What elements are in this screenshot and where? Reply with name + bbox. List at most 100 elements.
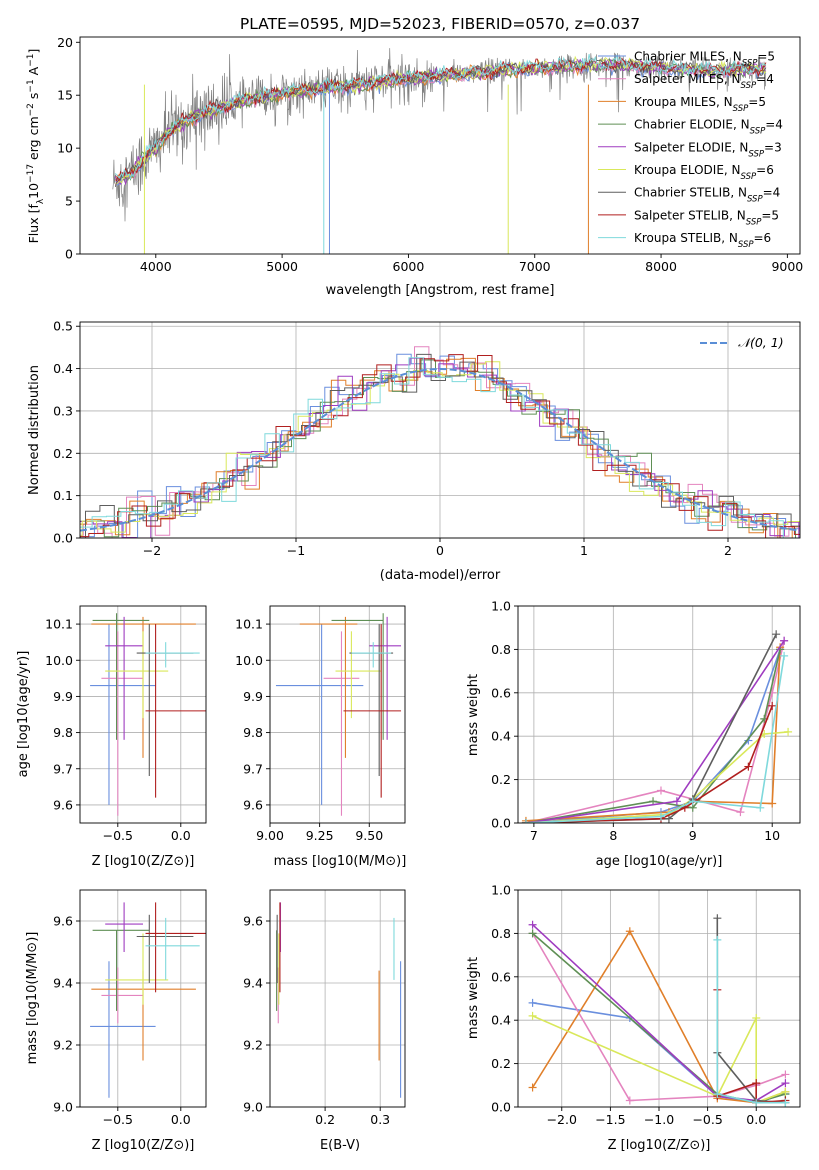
- x-tick-label: −0.5: [103, 1112, 133, 1127]
- figure-title: PLATE=0595, MJD=52023, FIBERID=0570, z=0…: [240, 15, 640, 33]
- y-tick-label: 0.2: [491, 1056, 511, 1071]
- y-tick-label: 0.2: [53, 446, 73, 461]
- axis-ylabel: mass [log10(M/M⊙)]: [25, 932, 40, 1065]
- histogram-step: [80, 357, 800, 538]
- y-tick-label: 1.0: [491, 883, 511, 898]
- mass-weight-marker: [713, 935, 722, 944]
- y-tick-label: 9.9: [53, 689, 73, 704]
- x-tick-label: 6000: [393, 259, 425, 274]
- x-tick-label: 5000: [266, 259, 298, 274]
- y-tick-label: 10: [57, 141, 73, 156]
- mass-weight-Z-xlabel: Z [log10(Z/Z⊙)]: [608, 1138, 711, 1153]
- x-tick-label: −0.5: [692, 1112, 722, 1127]
- age-vs-mass-plot-area: [275, 613, 402, 816]
- x-tick-label: 0.0: [746, 1112, 766, 1127]
- mass-weight-line: [525, 655, 785, 823]
- legend-entry: Kroupa MILES, NSSP=5: [634, 95, 766, 114]
- y-tick-label: 9.0: [53, 1100, 73, 1115]
- legend-entry: Salpeter ELODIE, NSSP=3: [634, 140, 782, 159]
- mass-weight-marker: [781, 1079, 790, 1088]
- mass-vs-Z-plot-area: [90, 902, 206, 1098]
- x-tick-label: −0.5: [103, 828, 133, 843]
- y-tick-label: 0.3: [53, 403, 73, 418]
- y-tick-label: 0.6: [491, 969, 511, 984]
- x-tick-label: −1.0: [644, 1112, 674, 1127]
- legend-entry: Chabrier ELODIE, NSSP=4: [634, 118, 783, 137]
- x-tick-label: 0: [436, 543, 444, 558]
- spectrum-plot-area: [112, 48, 767, 254]
- y-tick-label: 0.4: [53, 361, 73, 376]
- gaussian-legend-label: 𝒩(0, 1): [738, 335, 784, 350]
- y-tick-label: 0.6: [491, 685, 511, 700]
- residual-histogram-plot-area: [80, 346, 800, 538]
- mass-weight-marker: [625, 927, 634, 936]
- y-tick-label: 0.2: [491, 772, 511, 787]
- mass-weight-marker: [736, 808, 745, 817]
- x-tick-label: 4000: [140, 259, 172, 274]
- mass-weight-marker: [656, 786, 665, 795]
- mass-weight-line: [716, 989, 786, 1104]
- y-tick-label: 10.1: [235, 617, 263, 632]
- histogram-step: [80, 361, 800, 537]
- legend-entry: Chabrier STELIB, NSSP=4: [634, 186, 780, 205]
- spectrum-xlabel: wavelength [Angstrom, rest frame]: [326, 283, 555, 298]
- mass-weight-marker: [713, 914, 722, 923]
- mass-weight-Z-ylabel: mass weight: [466, 957, 481, 1039]
- x-tick-label: 0.2: [315, 1112, 335, 1127]
- x-tick-label: 8: [609, 828, 617, 843]
- x-tick-label: 0.0: [171, 1112, 191, 1127]
- mass-weight-line: [525, 731, 789, 823]
- spectrum-ylabel: Flux [fλ10−17 erg cm−2 s−1 A−1]: [26, 49, 46, 244]
- mass-weight-marker: [656, 812, 665, 821]
- residual-histogram-axes: −2 −1 0 1 2 0.0 0.1 0.2 0.3 0.4 0.5 𝒩(0, 1) (data-mo…: [27, 319, 801, 583]
- y-tick-label: 0: [65, 247, 73, 262]
- y-tick-label: 0.8: [491, 642, 511, 657]
- x-tick-label: 2: [724, 543, 732, 558]
- age-vs-mass-frame: [269, 605, 406, 824]
- mass-weight-line: [716, 939, 786, 1104]
- y-tick-label: 9.9: [243, 689, 263, 704]
- y-tick-label: 9.8: [53, 725, 73, 740]
- mass-weight-age-ylabel: mass weight: [466, 674, 481, 756]
- mass-weight-marker: [780, 636, 789, 645]
- mass-weight-marker: [772, 630, 781, 639]
- y-tick-label: 9.6: [243, 914, 263, 929]
- y-tick-label: 0.0: [53, 531, 73, 546]
- mass-weight-marker: [672, 797, 681, 806]
- y-tick-label: 9.4: [53, 976, 73, 991]
- y-tick-label: 0.4: [491, 729, 511, 744]
- mass-weight-marker: [528, 1083, 537, 1092]
- y-tick-label: 9.7: [53, 761, 73, 776]
- y-tick-label: 9.2: [53, 1038, 73, 1053]
- mass-weight-line: [525, 647, 781, 822]
- legend-entry: Salpeter MILES, NSSP=4: [634, 72, 774, 91]
- y-tick-label: 1.0: [491, 599, 511, 614]
- y-tick-label: 0.4: [491, 1013, 511, 1028]
- spectrum-legend: Chabrier MILES, NSSP=5 Salpeter MILES, NS…: [598, 50, 783, 250]
- mass-weight-marker: [752, 1079, 761, 1088]
- y-tick-label: 9.6: [53, 797, 73, 812]
- mass-vs-Z-frame: [79, 889, 207, 1108]
- mass-weight-marker: [781, 1087, 790, 1096]
- mass-weight-marker: [744, 762, 753, 771]
- mass-weight-marker: [528, 1011, 537, 1020]
- mass-weight-marker: [528, 998, 537, 1007]
- y-tick-label: 9.6: [243, 797, 263, 812]
- x-tick-label: −1: [287, 543, 305, 558]
- x-tick-label: −2.0: [547, 1112, 577, 1127]
- y-tick-label: 9.0: [243, 1100, 263, 1115]
- y-tick-label: 20: [57, 35, 73, 50]
- age-vs-Z-axes: −0.5 0.0 9.6 9.7 9.8 9.9 10.0 10.1 Z [log10(Z/Z⊙…: [16, 605, 207, 869]
- mass-weight-marker: [780, 651, 789, 660]
- mass-weight-marker: [625, 1096, 634, 1105]
- y-tick-label: 9.6: [53, 914, 73, 929]
- mass-weight-marker: [768, 701, 777, 710]
- x-tick-label: 9.00: [256, 828, 284, 843]
- y-tick-label: 0.1: [53, 488, 73, 503]
- mass-weight-vs-Z-plot-area: [528, 914, 790, 1107]
- age-vs-mass-axes: 9.00 9.25 9.50 9.6 9.7 9.8 9.9 10.0 10.1 mass [lo…: [235, 605, 406, 869]
- axis-xlabel: Z [log10(Z/Z⊙)]: [92, 854, 195, 869]
- y-tick-label: 10.1: [45, 617, 73, 632]
- x-tick-label: 7: [530, 828, 538, 843]
